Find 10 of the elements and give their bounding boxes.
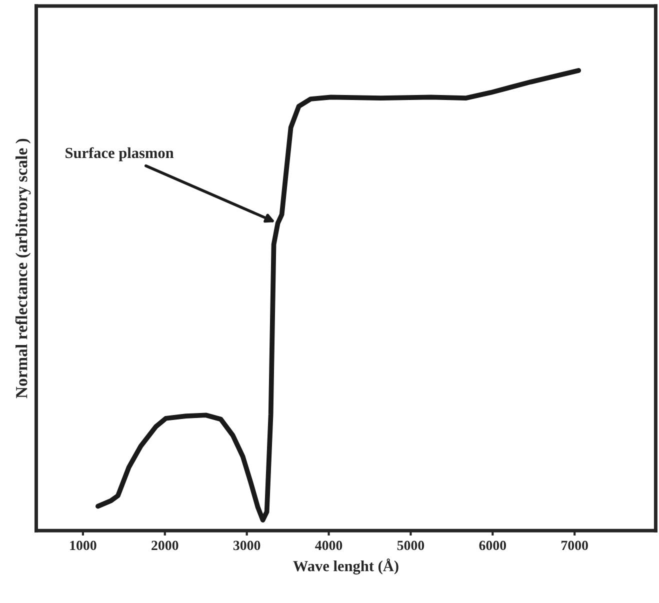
x-axis-title: Wave lenght (Å) [293, 558, 398, 574]
x-tick-label: 7000 [561, 540, 588, 550]
x-tick-label: 4000 [315, 540, 342, 550]
y-axis-title: Normal reflectance (arbitrory scale ) [15, 138, 31, 398]
x-tick-label: 5000 [397, 540, 424, 550]
annotation: Surface plasmon [66, 147, 174, 162]
x-tick-label: 1000 [70, 540, 96, 550]
x-tick-label: 6000 [479, 540, 506, 550]
x-tick-label: 2000 [152, 540, 178, 550]
x-tick-label: 3000 [233, 540, 260, 550]
